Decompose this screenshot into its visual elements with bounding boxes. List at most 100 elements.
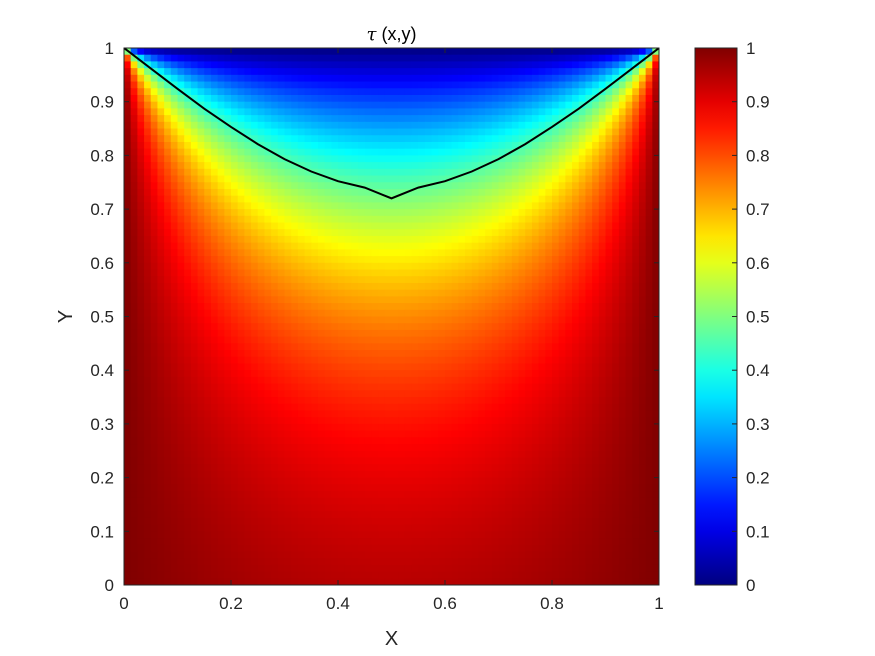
heatmap-cell [157, 430, 165, 438]
heatmap-cell [210, 101, 219, 110]
heatmap-cell [130, 383, 138, 391]
heatmap-cell [284, 444, 292, 452]
heatmap-cell [585, 94, 593, 103]
heatmap-cell [531, 88, 540, 96]
heatmap-cell [264, 101, 272, 110]
heatmap-cell [585, 282, 593, 291]
heatmap-cell [344, 276, 352, 284]
heatmap-cell [458, 343, 466, 351]
heatmap-cell [364, 148, 373, 156]
heatmap-cell [324, 282, 332, 291]
heatmap-cell [284, 48, 292, 56]
heatmap-cell [545, 48, 553, 56]
heatmap-cell [558, 101, 566, 110]
heatmap-cell [645, 162, 653, 170]
heatmap-cell [485, 289, 493, 297]
heatmap-cell [638, 108, 647, 116]
heatmap-cell [638, 437, 647, 445]
heatmap-cell [231, 162, 239, 170]
heatmap-cell [317, 54, 326, 63]
heatmap-cell [364, 54, 373, 63]
heatmap-cell [351, 235, 359, 244]
heatmap-cell [638, 376, 647, 385]
heatmap-cell [137, 235, 145, 244]
heatmap-cell [638, 282, 647, 291]
heatmap-cell [184, 101, 192, 110]
heatmap-cell [638, 256, 647, 264]
heatmap-cell [592, 148, 600, 156]
heatmap-cell [531, 209, 540, 217]
heatmap-cell [598, 390, 607, 398]
heatmap-cell [237, 376, 245, 385]
heatmap-cell [378, 370, 386, 378]
heatmap-cell [585, 457, 593, 465]
heatmap-cell [371, 383, 379, 391]
heatmap-cell [632, 410, 640, 418]
heatmap-cell [418, 383, 426, 391]
heatmap-cell [358, 430, 366, 438]
heatmap-cell [438, 195, 446, 203]
heatmap-cell [264, 115, 272, 123]
heatmap-cell [237, 437, 245, 445]
heatmap-cell [451, 162, 459, 170]
heatmap-cell [297, 383, 306, 391]
heatmap-cell [431, 68, 439, 76]
heatmap-cell [224, 81, 232, 89]
heatmap-cell [558, 162, 566, 170]
heatmap-cell [505, 336, 513, 344]
heatmap-cell [572, 437, 580, 445]
heatmap-cell [498, 397, 506, 405]
heatmap-cell [170, 188, 179, 197]
heatmap-cell [351, 276, 359, 284]
heatmap-cell [297, 249, 306, 257]
heatmap-cell [378, 450, 386, 459]
heatmap-cell [578, 235, 587, 244]
heatmap-cell [391, 188, 399, 197]
heatmap-cell [277, 383, 286, 391]
heatmap-cell [137, 397, 145, 405]
heatmap-cell [418, 256, 426, 264]
heatmap-cell [324, 68, 332, 76]
heatmap-cell [364, 450, 373, 459]
heatmap-cell [358, 229, 366, 237]
heatmap-cell [150, 363, 159, 371]
heatmap-cell [572, 54, 580, 63]
heatmap-cell [458, 48, 466, 56]
heatmap-cell [458, 350, 466, 358]
heatmap-cell [197, 121, 205, 130]
heatmap-cell [304, 417, 312, 425]
heatmap-cell [652, 289, 659, 297]
heatmap-cell [471, 48, 480, 56]
heatmap-cell [284, 61, 292, 69]
heatmap-cell [404, 423, 413, 432]
heatmap-cell [558, 256, 566, 264]
heatmap-cell [424, 417, 433, 425]
heatmap-cell [231, 296, 239, 304]
heatmap-cell [177, 68, 185, 76]
heatmap-cell [304, 188, 312, 197]
heatmap-cell [418, 444, 426, 452]
heatmap-cell [592, 343, 600, 351]
heatmap-cell [324, 397, 332, 405]
heatmap-cell [257, 121, 266, 130]
heatmap-cell [130, 168, 138, 177]
heatmap-cell [244, 269, 252, 277]
heatmap-cell [137, 121, 145, 130]
heatmap-cell [144, 256, 152, 264]
heatmap-cell [157, 202, 165, 210]
heatmap-cell [431, 410, 439, 418]
heatmap-cell [304, 222, 312, 230]
heatmap-cell [625, 175, 633, 183]
heatmap-cell [652, 215, 659, 224]
heatmap-cell [378, 141, 386, 150]
heatmap-cell [184, 376, 192, 385]
heatmap-cell [458, 329, 466, 338]
heatmap-cell [170, 370, 179, 378]
heatmap-cell [618, 141, 627, 150]
heatmap-cell [371, 269, 379, 277]
heatmap-cell [458, 417, 466, 425]
heatmap-cell [344, 370, 352, 378]
heatmap-cell [445, 222, 453, 230]
heatmap-cell [170, 303, 179, 311]
heatmap-cell [398, 61, 406, 69]
